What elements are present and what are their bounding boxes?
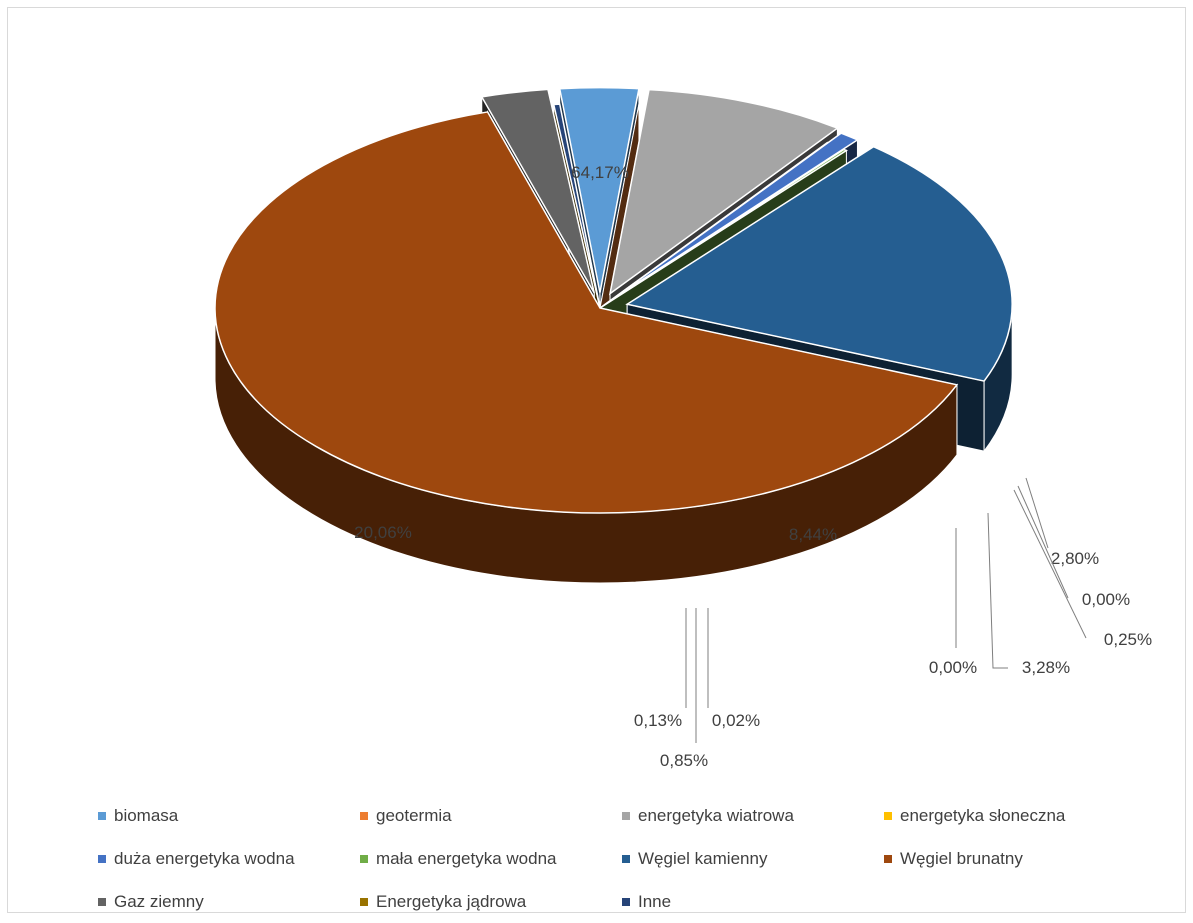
data-label: 0,13% (634, 711, 682, 730)
legend-swatch (622, 854, 630, 863)
legend-label: Węgiel kamienny (638, 848, 768, 868)
legend-row: Gaz ziemny Energetyka jądrowa Inne (98, 880, 1158, 923)
legend-item: mała energetyka wodna (360, 849, 622, 869)
data-label: 0,02% (712, 711, 760, 730)
data-label: 8,44% (789, 525, 837, 544)
legend-swatch (360, 811, 368, 820)
slice-inne (552, 103, 601, 309)
legend-label: Węgiel brunatny (900, 848, 1023, 868)
legend-label: energetyka wiatrowa (638, 805, 794, 825)
data-label: 0,00% (929, 658, 977, 677)
legend-swatch (360, 897, 368, 906)
data-label: 0,25% (1104, 630, 1152, 649)
data-label: 20,06% (354, 523, 412, 542)
leader-line (1025, 477, 1049, 549)
data-labels: 3,28% 0,00% 8,44% 0,02% 0,85% 0,13% 20,06% 64,1… (354, 163, 1152, 770)
slice-duża-energetyka-wodna (613, 132, 860, 300)
slice-gaz-ziemny (480, 88, 595, 294)
legend-row: biomasa geotermia energetyka wiatrowa energ… (98, 794, 1158, 837)
legend-swatch (884, 811, 892, 820)
slice-biomasa (558, 86, 640, 293)
legend-swatch (622, 811, 630, 820)
legend-swatch (98, 811, 106, 820)
legend-swatch (98, 854, 106, 863)
legend-row: duża energetyka wodna mała energetyka wod… (98, 837, 1158, 880)
slice-energetyka-wiatrowa (608, 88, 839, 296)
legend-swatch (360, 854, 368, 863)
legend-item: geotermia (360, 806, 622, 826)
legend-item: biomasa (98, 806, 360, 826)
leader-line (1013, 489, 1087, 639)
legend-swatch (884, 854, 892, 863)
slice-węgiel-kamienny (625, 145, 1013, 382)
chart-frame: 3,28% 0,00% 8,44% 0,02% 0,85% 0,13% 20,06% 64,1… (7, 7, 1186, 913)
pie-chart: 3,28% 0,00% 8,44% 0,02% 0,85% 0,13% 20,06% 64,1… (214, 86, 1152, 770)
legend-label: mała energetyka wodna (376, 848, 557, 868)
data-label: 2,80% (1051, 549, 1099, 568)
legend-item: energetyka wiatrowa (622, 806, 884, 826)
legend-label: geotermia (376, 805, 452, 825)
slice-mała-energetyka-wodna (599, 148, 848, 309)
legend-item: Węgiel kamienny (622, 849, 884, 869)
legend-swatch (98, 897, 106, 906)
legend-swatch (622, 897, 630, 906)
legend-item: Węgiel brunatny (884, 849, 1146, 869)
legend-item: duża energetyka wodna (98, 849, 360, 869)
data-label: 0,85% (660, 751, 708, 770)
legend-label: Energetyka jądrowa (376, 891, 527, 911)
chart-legend: biomasa geotermia energetyka wiatrowa energ… (98, 794, 1158, 923)
data-label: 64,17% (571, 163, 629, 182)
legend-label: Gaz ziemny (114, 891, 204, 911)
legend-label: biomasa (114, 805, 179, 825)
legend-item: Energetyka jądrowa (360, 892, 622, 912)
pie-tops (214, 86, 1013, 514)
data-label: 3,28% (1022, 658, 1070, 677)
data-label: 0,00% (1082, 590, 1130, 609)
leader-line (987, 512, 1008, 669)
slice-węgiel-brunatny (214, 111, 959, 514)
legend-item: energetyka słoneczna (884, 806, 1146, 826)
leader-line (1017, 485, 1069, 599)
legend-label: duża energetyka wodna (114, 848, 295, 868)
legend-item: Gaz ziemny (98, 892, 360, 912)
legend-label: energetyka słoneczna (900, 805, 1066, 825)
legend-item: Inne (622, 892, 884, 912)
legend-label: Inne (638, 891, 672, 911)
